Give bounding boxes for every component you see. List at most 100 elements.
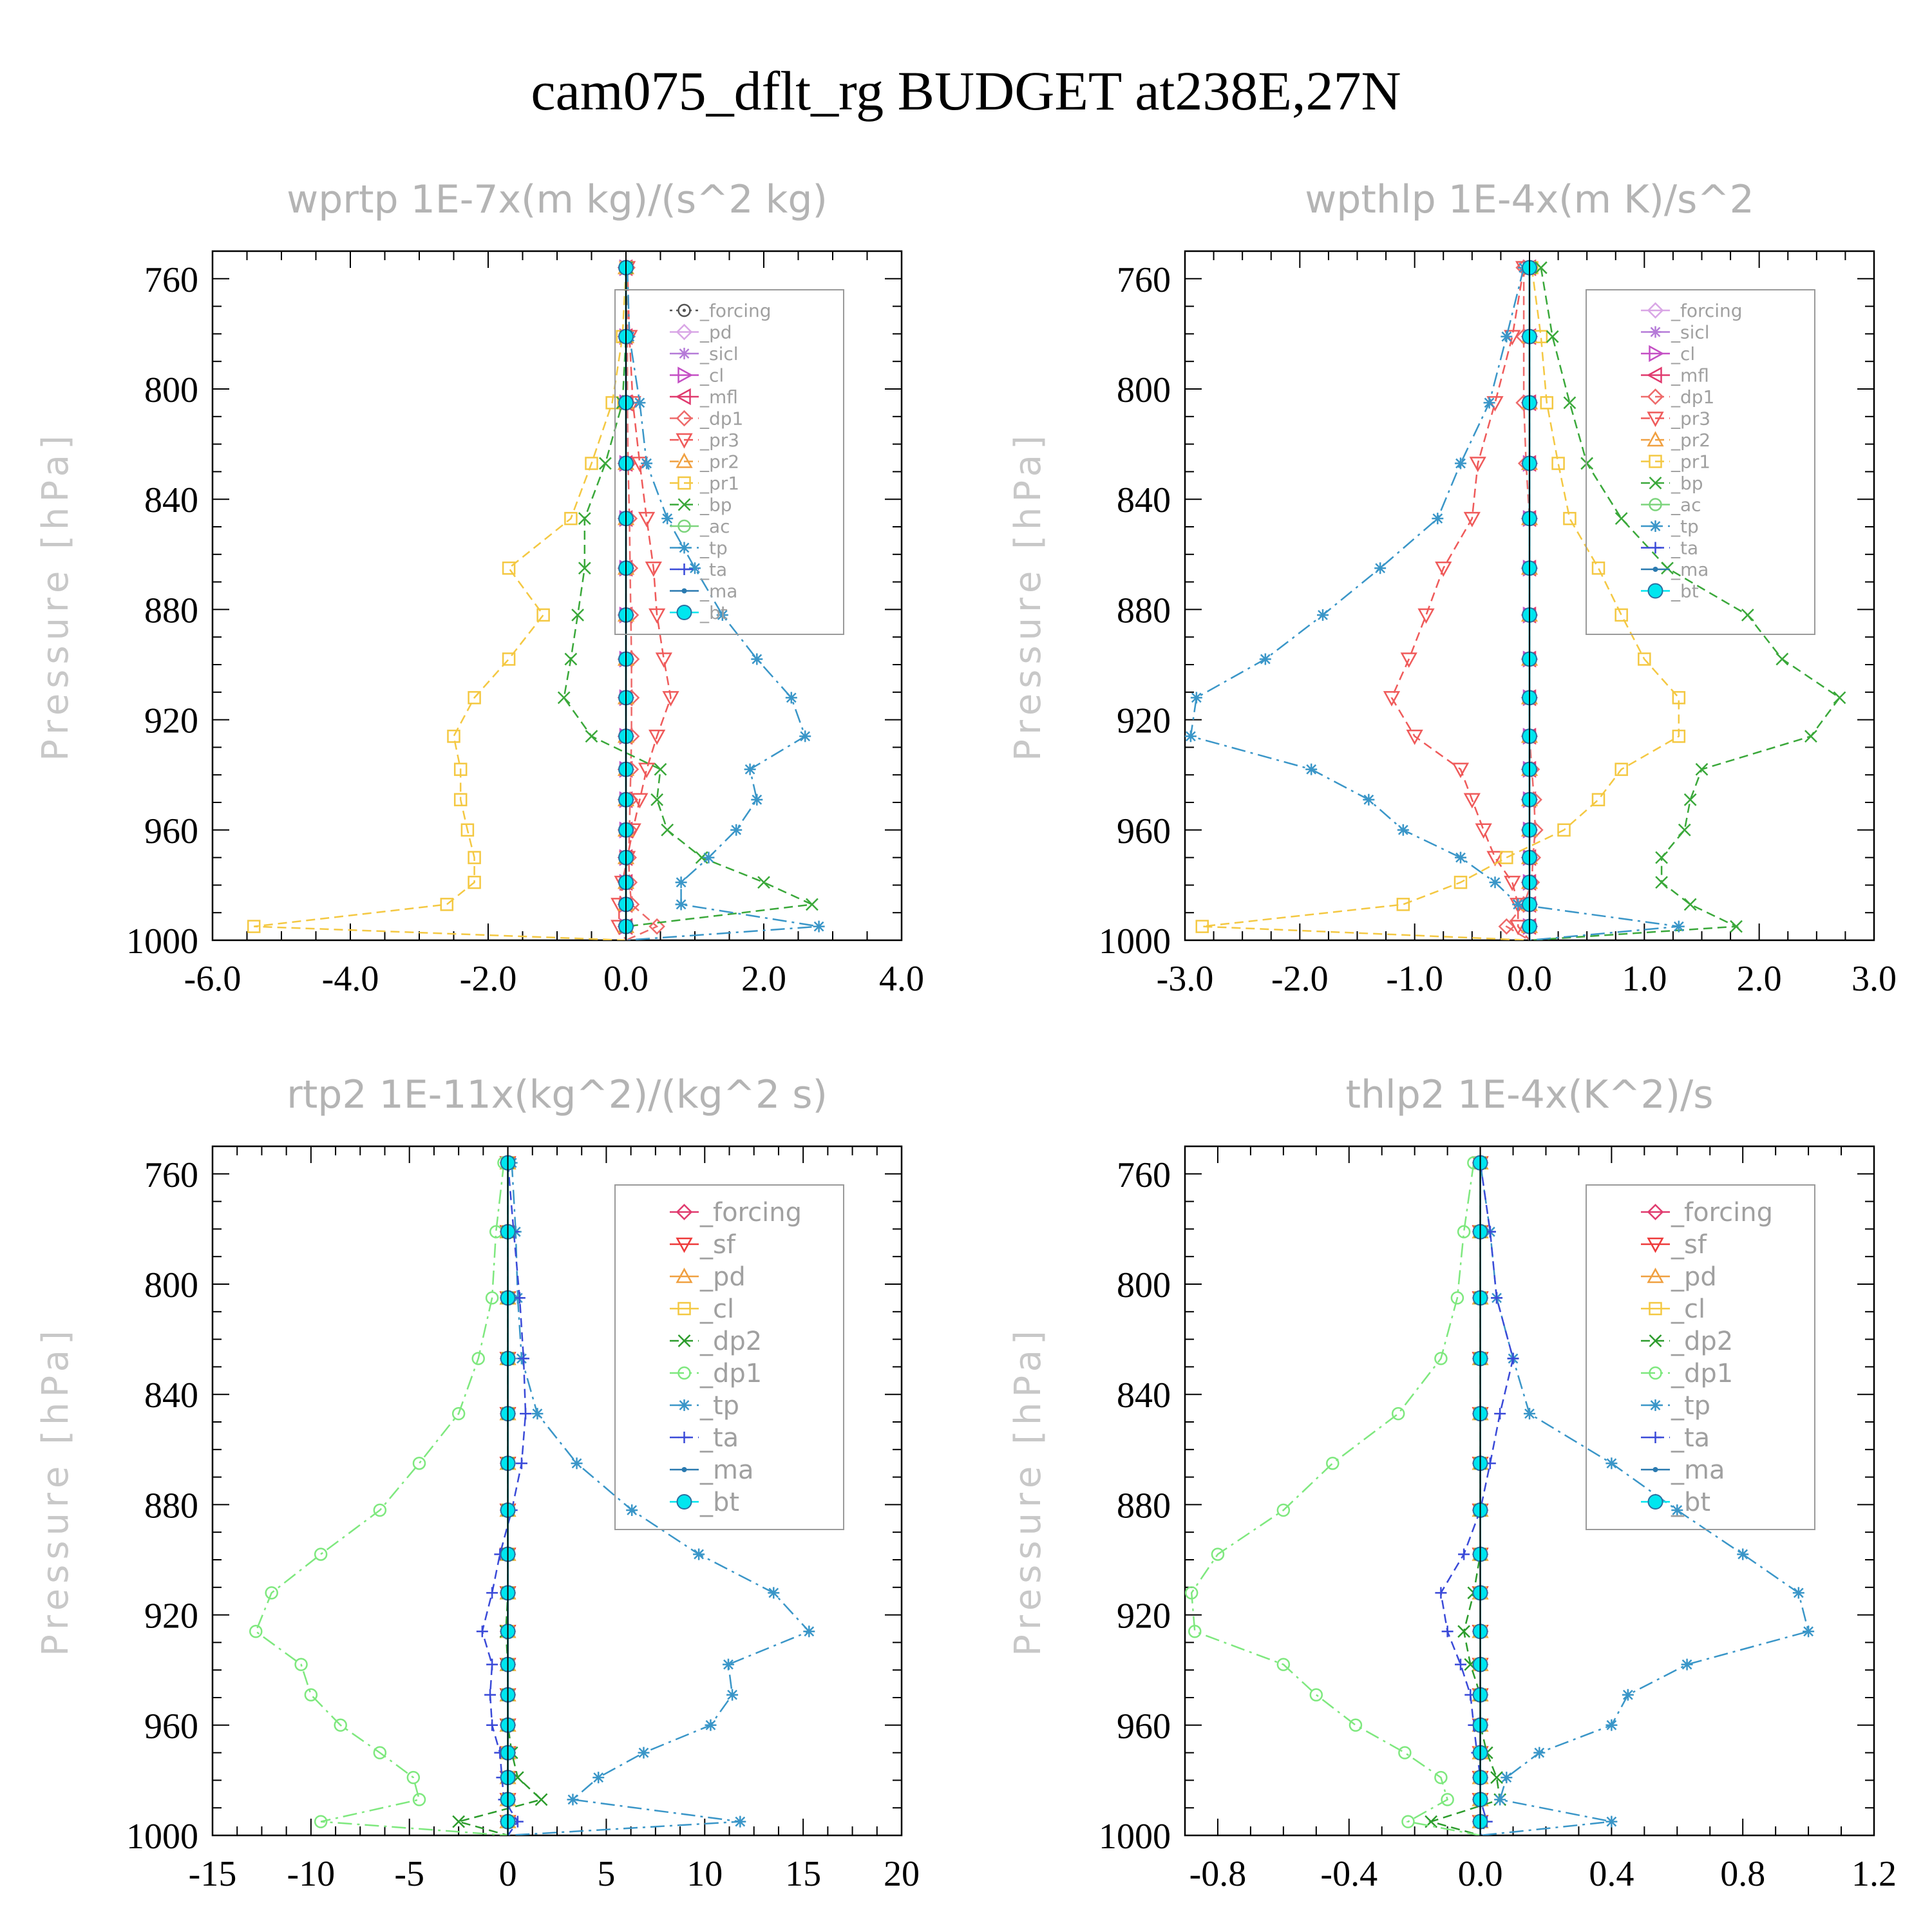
series-line-dp1g xyxy=(254,1162,508,1835)
legend-box xyxy=(614,1184,844,1530)
legend-marker-dp1 xyxy=(676,410,693,427)
series-point-pr3 xyxy=(638,511,656,527)
series-point-tp xyxy=(1455,851,1466,864)
series-point-pr1 xyxy=(453,793,468,806)
plot-frame xyxy=(211,250,903,942)
x-tick-label: 1.2 xyxy=(1852,1854,1897,1894)
series-point-dp1g xyxy=(451,1406,466,1421)
series-point-tp xyxy=(1622,1689,1634,1701)
legend-marker-ta xyxy=(678,564,690,575)
series-point-tp xyxy=(1512,898,1524,911)
legend-marker-sicl xyxy=(1649,326,1662,338)
legend-marker-forcing-dot xyxy=(683,308,686,312)
chart-title: wprtp 1E-7x(m kg)/(s^2 kg) xyxy=(287,177,828,222)
series-point-dp1g xyxy=(1441,1793,1454,1806)
series-point-tp xyxy=(703,851,715,864)
x-tick-label: 0.4 xyxy=(1589,1854,1634,1894)
y-tick-label: 840 xyxy=(1117,480,1171,520)
x-tick-label: 5 xyxy=(597,1854,615,1894)
legend-label: _forcing xyxy=(1671,300,1743,321)
legend-marker-ma xyxy=(1653,1467,1658,1472)
series-point-tp xyxy=(1432,513,1444,525)
series-line-tp xyxy=(625,267,819,940)
series-point-bp xyxy=(1655,851,1668,864)
series-point-tp xyxy=(1524,1408,1535,1420)
series-point-pr1 xyxy=(1563,511,1577,526)
series-point-pr1 xyxy=(1540,396,1553,410)
legend-marker-sf xyxy=(676,1237,693,1253)
chart-panel-4: thlp2 1E-4x(K^2)/s Pressure [hPa] 760 800 84… xyxy=(1007,1072,1897,1894)
y-tick-label: 760 xyxy=(144,1155,198,1195)
series-point-ta xyxy=(515,1457,527,1470)
legend-box xyxy=(1586,1184,1815,1530)
series-point-bp xyxy=(654,762,667,776)
series-point-tp xyxy=(693,1548,705,1560)
series-point-dp1g xyxy=(1185,1586,1198,1600)
series-point-bp xyxy=(1730,920,1743,933)
y-axis-label: Pressure [hPa] xyxy=(35,430,77,761)
series-point-dp1g xyxy=(373,1746,387,1759)
series-point-tp xyxy=(722,1658,734,1671)
legend-marker-dp1g xyxy=(1649,1366,1662,1380)
series-point-bp xyxy=(557,691,571,705)
series-point-tp xyxy=(626,1504,638,1516)
series-point-pr3 xyxy=(1463,511,1481,527)
series-point-bp xyxy=(578,512,591,526)
series-point-pr3 xyxy=(1452,762,1470,779)
series-point-bp xyxy=(585,730,598,743)
series-point-dp1g xyxy=(1188,1625,1202,1638)
series-point-ta xyxy=(513,1292,526,1304)
y-tick-label: 1000 xyxy=(126,1817,198,1857)
legend-label: _dp1 xyxy=(1671,386,1714,408)
series-point-tp xyxy=(661,513,674,525)
series-point-tp xyxy=(1190,692,1202,704)
series-point-dp1g xyxy=(334,1718,347,1732)
legend-marker-ma xyxy=(681,588,687,594)
legend-marker-tp xyxy=(1649,1399,1662,1411)
legend-label: _dp1 xyxy=(1671,1359,1733,1388)
legend-label: _ta xyxy=(1671,1423,1710,1453)
legend-marker-dp1g xyxy=(677,1366,691,1380)
legend-label: _ta xyxy=(699,1423,739,1453)
series-point-pr1 xyxy=(1672,730,1686,743)
y-tick-label: 960 xyxy=(144,811,198,851)
series-point-ta xyxy=(486,1658,498,1671)
legend-marker-tp xyxy=(678,542,690,554)
series-line-dp1 xyxy=(1505,267,1537,940)
series-point-pr1 xyxy=(1615,608,1628,622)
series-point-tp xyxy=(1305,763,1318,775)
series-point-bp xyxy=(578,562,591,575)
series-point-dp2 xyxy=(535,1793,548,1806)
series-point-bp xyxy=(1683,793,1697,806)
series-line-pr1 xyxy=(1202,267,1680,940)
legend-label: _sicl xyxy=(699,343,739,365)
series-point-bp xyxy=(1563,396,1577,410)
series-point-pr1 xyxy=(440,898,454,911)
legend-marker-tp xyxy=(1649,520,1662,532)
legend-label: _mfl xyxy=(699,386,738,408)
legend-label: _tp xyxy=(1671,1391,1710,1421)
series-point-pr1 xyxy=(1396,898,1410,911)
legend-label: _pr1 xyxy=(699,473,739,494)
legend-label: _cl xyxy=(699,1294,734,1324)
legend-box xyxy=(614,289,844,635)
y-tick-label: 800 xyxy=(144,1265,198,1305)
legend-marker-pr1 xyxy=(1649,455,1662,468)
legend-label: _bt xyxy=(699,602,728,623)
legend-label: _ma xyxy=(699,1455,753,1485)
series-point-dp1g xyxy=(294,1658,308,1671)
series-point-bp xyxy=(650,793,664,806)
plot-frame xyxy=(1184,1145,1875,1837)
legend-label: _sf xyxy=(1671,1230,1707,1260)
legend-marker-bp xyxy=(677,498,691,511)
legend-marker-pr2 xyxy=(676,452,693,468)
y-tick-label: 1000 xyxy=(126,922,198,961)
series-point-tp xyxy=(1483,397,1495,409)
x-tick-label: -2.0 xyxy=(460,959,517,999)
series-point-ta xyxy=(520,1408,532,1420)
series-line-tp xyxy=(507,1162,811,1835)
series-point-dp1g xyxy=(406,1770,421,1785)
legend-label: _sf xyxy=(699,1230,736,1260)
y-axis-label: Pressure [hPa] xyxy=(1007,1325,1049,1656)
x-tick-label: -1.0 xyxy=(1386,959,1443,999)
